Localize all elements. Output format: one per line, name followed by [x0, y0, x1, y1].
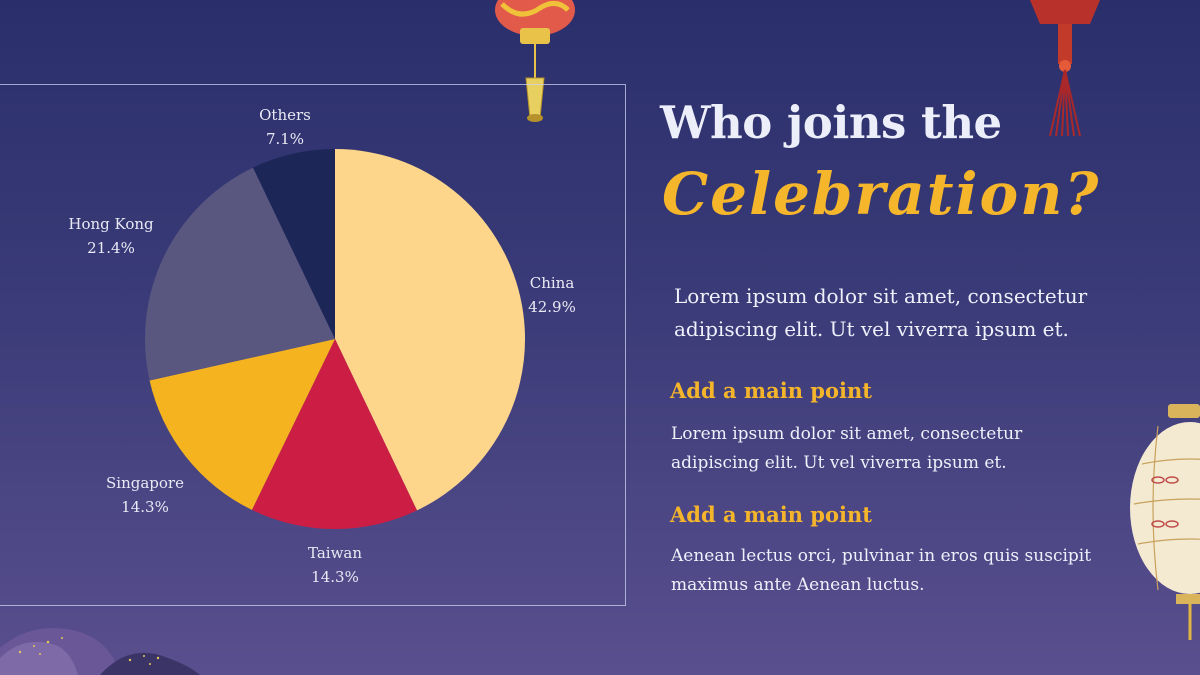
- paper-lantern-icon: [1130, 404, 1200, 640]
- chart-frame: China 42.9% Taiwan 14.3% Singapore 14.3% Hong …: [0, 84, 626, 606]
- gold-hills-icon: [0, 628, 200, 675]
- pie-slice-hong-kong: [145, 167, 335, 381]
- slide-title: Who joins the: [660, 96, 1002, 149]
- pie-label-name: Taiwan: [307, 544, 363, 562]
- slide-title-script: Celebration?: [662, 160, 1101, 228]
- intro-text: Lorem ipsum dolor sit amet, consectetur …: [674, 284, 1088, 341]
- pie-label-value: 14.3%: [121, 498, 169, 516]
- point-heading-1: Add a main point: [670, 378, 872, 403]
- red-lantern-icon: [495, 0, 575, 122]
- pie-label-name: Others: [259, 106, 311, 124]
- pie-label-name: Singapore: [106, 474, 184, 492]
- pie-label-name: Hong Kong: [68, 215, 154, 233]
- pie-label-hong-kong: Hong Kong 21.4%: [68, 212, 153, 260]
- red-tassel-icon: [1030, 0, 1100, 137]
- pie-label-name: China: [529, 274, 575, 292]
- pie-label-value: 7.1%: [265, 130, 305, 148]
- point-body-2: Aenean lectus orci, pulvinar in eros qui…: [671, 546, 1092, 595]
- pie-label-china: China 42.9%: [528, 271, 576, 319]
- pie-label-singapore: Singapore 14.3%: [106, 471, 184, 519]
- pie-label-value: 14.3%: [311, 568, 359, 586]
- pie-slice-singapore: [149, 339, 335, 510]
- pie-slice-others: [253, 149, 335, 339]
- pie-label-value: 42.9%: [528, 298, 576, 316]
- pie-label-taiwan: Taiwan 14.3%: [308, 541, 362, 589]
- pie-slice-china: [335, 149, 526, 511]
- pie-chart: [145, 149, 526, 530]
- point-heading-2: Add a main point: [670, 502, 872, 527]
- pie-slice-taiwan: [251, 339, 417, 530]
- pie-label-others: Others 7.1%: [259, 103, 311, 151]
- point-body-1: Lorem ipsum dolor sit amet, consectetur …: [671, 424, 1023, 473]
- pie-label-value: 21.4%: [87, 239, 135, 257]
